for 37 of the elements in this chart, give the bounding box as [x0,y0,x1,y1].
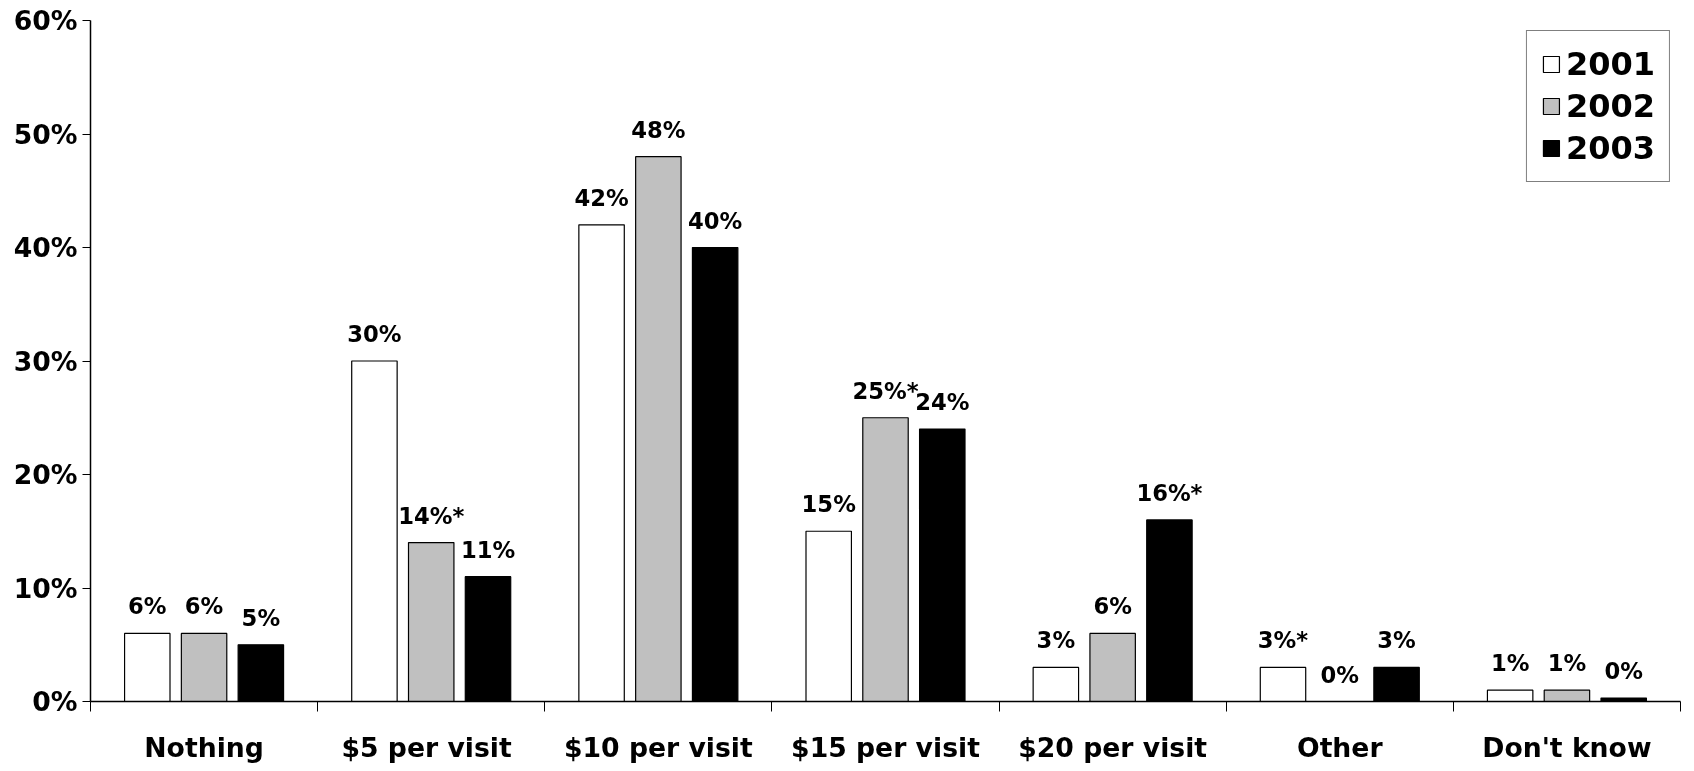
data-label: 11% [460,536,516,563]
x-tick-label: $20 per visit [1018,731,1208,763]
data-label: 6% [184,593,224,620]
data-label: 6% [128,593,167,620]
data-label: 5% [241,604,281,631]
data-label: 0% [1604,658,1643,685]
x-tick-label: Don't know [1482,731,1652,763]
y-tick-label: 0% [32,686,78,717]
data-label: 0% [1320,661,1360,688]
data-label: 16%* [1136,479,1203,506]
y-tick-label: 20% [13,459,78,490]
data-label: 1% [1547,650,1587,677]
data-label: 3%* [1257,627,1309,654]
x-tick-label: Nothing [144,731,264,763]
data-label: 6% [1093,593,1132,620]
data-label: 40% [688,207,743,234]
x-tick-label: $10 per visit [563,731,753,763]
y-tick-label: 60% [13,5,78,36]
data-label: 25%* [852,377,919,404]
legend-label: 2003 [1565,129,1655,167]
y-tick-label: 10% [13,572,78,604]
data-label: 48% [631,116,686,143]
data-label: 1% [1490,650,1530,677]
data-label: 42% [574,184,629,211]
data-label: 15% [801,491,856,518]
data-label: 3% [1036,627,1076,654]
data-label: 30% [347,321,402,347]
x-tick-label: Other [1296,731,1384,763]
data-label: 14%* [398,502,465,529]
y-tick-label: 40% [13,232,78,263]
y-tick-label: 50% [13,118,78,150]
legend-label: 2001 [1565,45,1655,83]
x-tick-label: $15 per visit [791,731,981,763]
data-label: 3% [1377,627,1416,654]
y-tick-label: 30% [13,345,78,377]
legend-label: 2002 [1565,87,1655,125]
x-tick-label: $5 per visit [341,731,512,763]
